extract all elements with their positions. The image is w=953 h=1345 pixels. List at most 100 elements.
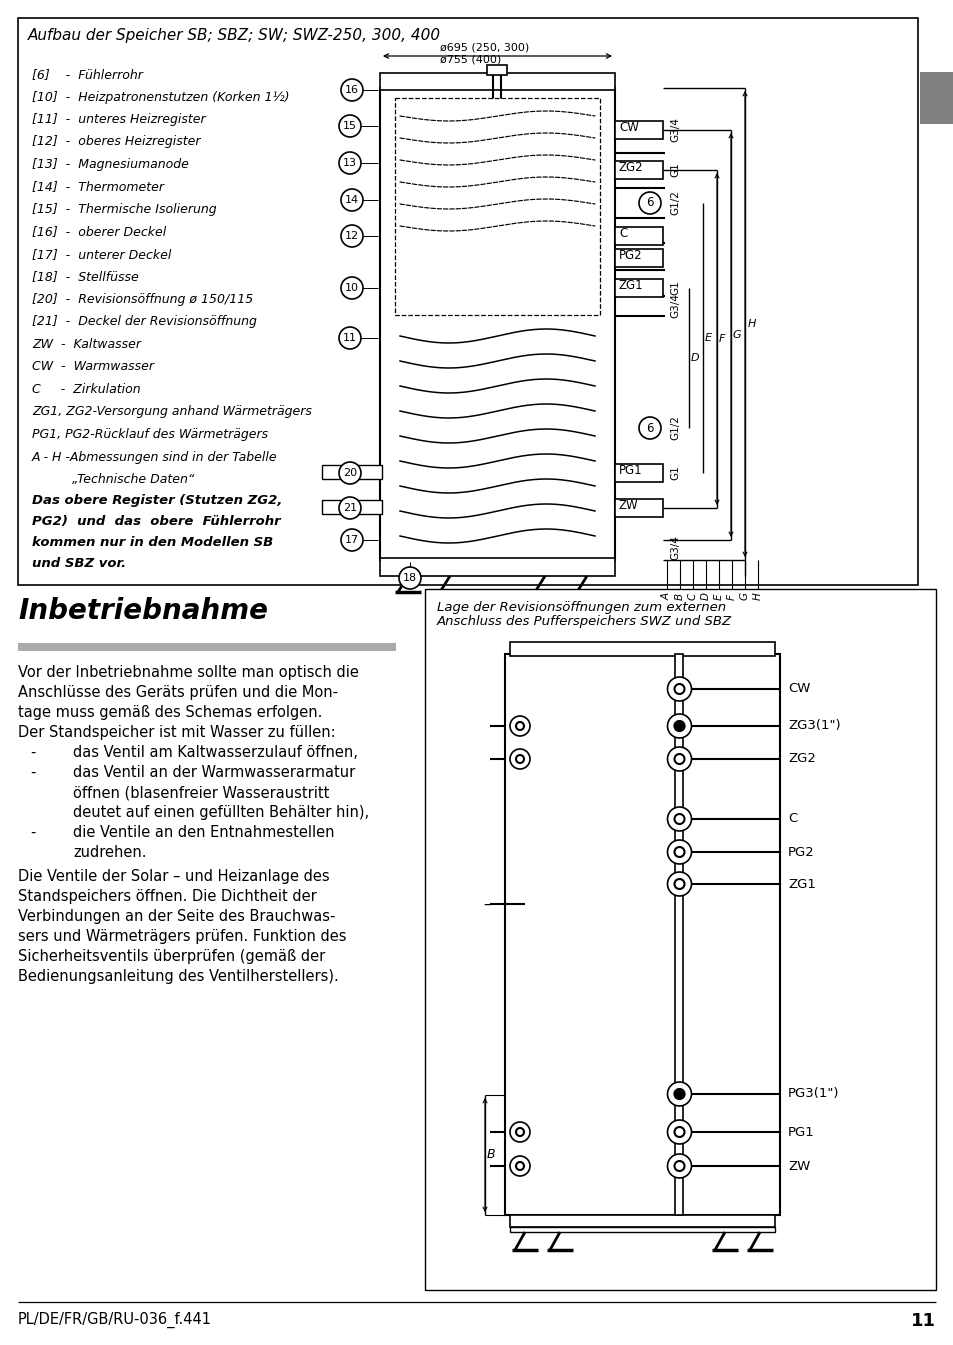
- Text: 6: 6: [645, 421, 653, 434]
- Circle shape: [674, 847, 684, 857]
- Text: Der Standspeicher ist mit Wasser zu füllen:: Der Standspeicher ist mit Wasser zu füll…: [18, 725, 335, 740]
- Text: E: E: [713, 593, 723, 600]
- Text: Aufbau der Speicher SB; SBZ; SW; SWZ-250, 300, 400: Aufbau der Speicher SB; SBZ; SW; SWZ-250…: [28, 28, 440, 43]
- Text: 20: 20: [342, 468, 356, 477]
- Circle shape: [639, 192, 660, 214]
- Text: CW  -  Warmwasser: CW - Warmwasser: [32, 360, 153, 374]
- Bar: [615, 227, 662, 245]
- Text: -: -: [30, 824, 35, 841]
- Circle shape: [639, 417, 660, 438]
- Circle shape: [338, 152, 360, 174]
- Text: E: E: [704, 334, 711, 343]
- Text: das Ventil an der Warmwasserarmatur: das Ventil an der Warmwasserarmatur: [73, 765, 355, 780]
- Text: H: H: [747, 319, 756, 330]
- Text: 16: 16: [345, 85, 358, 95]
- Bar: [379, 87, 615, 560]
- Circle shape: [667, 714, 691, 738]
- Bar: [615, 161, 662, 179]
- Text: 6: 6: [645, 196, 653, 210]
- Circle shape: [340, 225, 363, 247]
- Text: CW: CW: [618, 121, 639, 134]
- Text: Standspeichers öffnen. Die Dichtheit der: Standspeichers öffnen. Die Dichtheit der: [18, 889, 316, 904]
- Bar: [510, 1227, 774, 1232]
- Text: ZG1, ZG2-Versorgung anhand Wärmeträgers: ZG1, ZG2-Versorgung anhand Wärmeträgers: [32, 405, 312, 418]
- Text: G3/4: G3/4: [669, 117, 679, 143]
- Bar: [18, 643, 395, 651]
- Text: Die Ventile der Solar – und Heizanlage des: Die Ventile der Solar – und Heizanlage d…: [18, 869, 330, 884]
- Bar: [322, 465, 381, 479]
- Text: D: D: [690, 352, 699, 363]
- Circle shape: [398, 568, 420, 589]
- Text: [15]  -  Thermische Isolierung: [15] - Thermische Isolierung: [32, 203, 216, 217]
- Text: [14]  -  Thermometer: [14] - Thermometer: [32, 180, 164, 194]
- Bar: [615, 278, 662, 297]
- Circle shape: [340, 190, 363, 211]
- Text: B: B: [486, 1149, 496, 1162]
- Text: PG2: PG2: [787, 846, 814, 858]
- Text: G1: G1: [669, 163, 679, 178]
- Text: F: F: [719, 334, 724, 344]
- Bar: [510, 642, 774, 656]
- Text: Lage der Revisionsöffnungen zum externen: Lage der Revisionsöffnungen zum externen: [436, 601, 725, 615]
- Text: [18]  -  Stellfüsse: [18] - Stellfüsse: [32, 270, 138, 284]
- Circle shape: [338, 498, 360, 519]
- Text: ZG2: ZG2: [787, 752, 815, 765]
- Text: [20]  -  Revisionsöffnung ø 150/115: [20] - Revisionsöffnung ø 150/115: [32, 293, 253, 307]
- Text: und SBZ vor.: und SBZ vor.: [32, 557, 126, 570]
- Text: „Technische Daten“: „Technische Daten“: [32, 473, 194, 486]
- Text: 15: 15: [343, 121, 356, 130]
- Circle shape: [340, 79, 363, 101]
- Text: ø695 (250, 300): ø695 (250, 300): [439, 43, 529, 52]
- Text: die Ventile an den Entnahmestellen: die Ventile an den Entnahmestellen: [73, 824, 335, 841]
- Text: 13: 13: [343, 157, 356, 168]
- Text: 21: 21: [342, 503, 356, 512]
- Circle shape: [338, 461, 360, 484]
- Text: [13]  -  Magnesiumanode: [13] - Magnesiumanode: [32, 157, 189, 171]
- Text: [17]  -  unterer Deckel: [17] - unterer Deckel: [32, 247, 172, 261]
- Circle shape: [674, 755, 684, 764]
- Text: 10: 10: [345, 282, 358, 293]
- Text: ZG1: ZG1: [618, 278, 643, 292]
- Bar: [322, 500, 381, 514]
- Text: 12: 12: [345, 231, 358, 241]
- Circle shape: [338, 327, 360, 348]
- Circle shape: [667, 1154, 691, 1178]
- Bar: [510, 1215, 774, 1227]
- Text: -: -: [30, 745, 35, 760]
- Text: C     -  Zirkulation: C - Zirkulation: [32, 383, 140, 395]
- Text: G1: G1: [669, 281, 679, 296]
- Text: B: B: [675, 593, 684, 600]
- Circle shape: [667, 1081, 691, 1106]
- Text: ZW: ZW: [618, 499, 638, 512]
- Text: Sicherheitsventils überprüfen (gemäß der: Sicherheitsventils überprüfen (gemäß der: [18, 950, 325, 964]
- Text: A: A: [661, 593, 671, 600]
- Text: –: –: [482, 897, 490, 912]
- Circle shape: [510, 716, 530, 736]
- Text: PG1: PG1: [618, 464, 642, 477]
- Circle shape: [674, 1089, 684, 1099]
- Text: PL/DE/FR/GB/RU-036_f.441: PL/DE/FR/GB/RU-036_f.441: [18, 1311, 212, 1329]
- Text: G3/4: G3/4: [669, 535, 679, 561]
- Text: PG2: PG2: [618, 249, 642, 262]
- Bar: [504, 654, 780, 1215]
- Text: G3/4: G3/4: [669, 293, 679, 319]
- Text: G1/2: G1/2: [669, 416, 679, 440]
- Text: PG1, PG2-Rücklauf des Wärmeträgers: PG1, PG2-Rücklauf des Wärmeträgers: [32, 428, 268, 441]
- Circle shape: [674, 1127, 684, 1137]
- Text: C: C: [618, 227, 626, 239]
- Circle shape: [510, 1155, 530, 1176]
- Bar: [675, 654, 682, 1215]
- Text: ZW  -  Kaltwasser: ZW - Kaltwasser: [32, 338, 141, 351]
- Text: G1: G1: [669, 465, 679, 480]
- Text: 11: 11: [910, 1311, 935, 1330]
- Text: C: C: [687, 593, 698, 600]
- Text: H: H: [752, 592, 762, 600]
- Bar: [379, 558, 615, 576]
- Text: Inbetriebnahme: Inbetriebnahme: [18, 597, 268, 625]
- Circle shape: [667, 1120, 691, 1145]
- Bar: [615, 121, 662, 139]
- Circle shape: [516, 722, 523, 730]
- Circle shape: [674, 721, 684, 730]
- Circle shape: [674, 1161, 684, 1171]
- Circle shape: [674, 880, 684, 889]
